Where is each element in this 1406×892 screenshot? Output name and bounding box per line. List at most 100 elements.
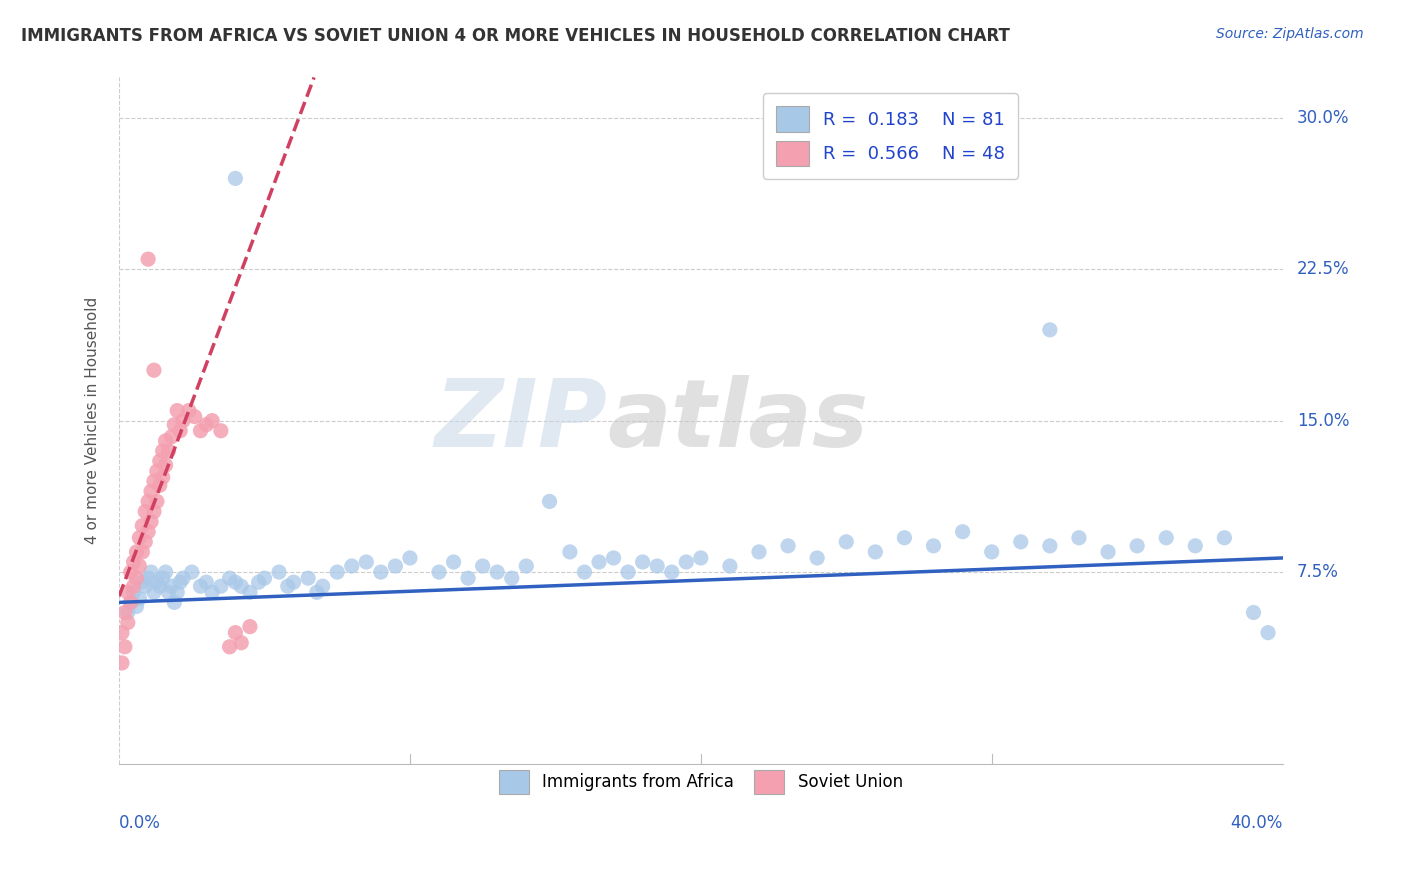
Point bbox=[574, 565, 596, 579]
Point bbox=[617, 565, 640, 579]
Point bbox=[142, 475, 165, 489]
Point bbox=[122, 555, 145, 569]
Point bbox=[152, 571, 174, 585]
Point bbox=[169, 424, 191, 438]
Point bbox=[224, 171, 246, 186]
Point bbox=[486, 565, 509, 579]
Point bbox=[163, 595, 186, 609]
Legend: Immigrants from Africa, Soviet Union: Immigrants from Africa, Soviet Union bbox=[489, 760, 912, 804]
Point bbox=[180, 565, 202, 579]
Point bbox=[152, 444, 174, 458]
Point bbox=[149, 478, 172, 492]
Point bbox=[370, 565, 392, 579]
Point bbox=[218, 640, 240, 654]
Point bbox=[142, 585, 165, 599]
Text: 15.0%: 15.0% bbox=[1298, 412, 1350, 430]
Point bbox=[131, 518, 153, 533]
Point bbox=[190, 424, 212, 438]
Point bbox=[152, 470, 174, 484]
Point bbox=[1039, 323, 1062, 337]
Point bbox=[120, 595, 142, 609]
Point bbox=[631, 555, 654, 569]
Point bbox=[125, 545, 148, 559]
Point bbox=[1126, 539, 1149, 553]
Point bbox=[166, 403, 188, 417]
Point bbox=[146, 575, 169, 590]
Point bbox=[661, 565, 683, 579]
Point bbox=[122, 585, 145, 599]
Point bbox=[120, 595, 142, 609]
Point bbox=[149, 454, 172, 468]
Point bbox=[125, 599, 148, 614]
Point bbox=[515, 559, 537, 574]
Point bbox=[134, 504, 156, 518]
Point bbox=[201, 414, 224, 428]
Point bbox=[231, 579, 253, 593]
Point bbox=[134, 579, 156, 593]
Point bbox=[166, 585, 188, 599]
Point bbox=[136, 494, 159, 508]
Point bbox=[806, 551, 828, 566]
Point bbox=[239, 585, 262, 599]
Point bbox=[865, 545, 887, 559]
Point bbox=[471, 559, 494, 574]
Point bbox=[427, 565, 450, 579]
Point bbox=[146, 494, 169, 508]
Point bbox=[538, 494, 561, 508]
Point bbox=[209, 579, 232, 593]
Point bbox=[122, 579, 145, 593]
Point bbox=[136, 571, 159, 585]
Point bbox=[120, 565, 142, 579]
Point bbox=[128, 531, 150, 545]
Text: IMMIGRANTS FROM AFRICA VS SOVIET UNION 4 OR MORE VEHICLES IN HOUSEHOLD CORRELATI: IMMIGRANTS FROM AFRICA VS SOVIET UNION 4… bbox=[21, 27, 1010, 45]
Point bbox=[117, 606, 139, 620]
Point bbox=[748, 545, 770, 559]
Point bbox=[326, 565, 349, 579]
Point bbox=[139, 515, 162, 529]
Point bbox=[457, 571, 479, 585]
Point bbox=[169, 575, 191, 590]
Point bbox=[128, 591, 150, 606]
Point bbox=[1039, 539, 1062, 553]
Point bbox=[190, 579, 212, 593]
Point bbox=[224, 625, 246, 640]
Point bbox=[297, 571, 319, 585]
Point bbox=[675, 555, 697, 569]
Point bbox=[952, 524, 974, 539]
Point bbox=[139, 565, 162, 579]
Point bbox=[209, 424, 232, 438]
Point bbox=[142, 504, 165, 518]
Point bbox=[1097, 545, 1119, 559]
Point bbox=[157, 444, 180, 458]
Text: Source: ZipAtlas.com: Source: ZipAtlas.com bbox=[1216, 27, 1364, 41]
Point bbox=[283, 575, 305, 590]
Point bbox=[501, 571, 523, 585]
Point bbox=[131, 545, 153, 559]
Point bbox=[142, 363, 165, 377]
Text: atlas: atlas bbox=[607, 375, 869, 467]
Point bbox=[201, 585, 224, 599]
Point bbox=[893, 531, 915, 545]
Point bbox=[231, 636, 253, 650]
Point bbox=[277, 579, 299, 593]
Point bbox=[305, 585, 328, 599]
Point bbox=[311, 579, 333, 593]
Point bbox=[218, 571, 240, 585]
Point bbox=[114, 640, 136, 654]
Point bbox=[1010, 534, 1032, 549]
Text: 0.0%: 0.0% bbox=[120, 814, 160, 832]
Point bbox=[645, 559, 668, 574]
Point bbox=[160, 579, 183, 593]
Point bbox=[139, 484, 162, 499]
Point bbox=[155, 458, 177, 472]
Point bbox=[183, 409, 205, 424]
Point bbox=[588, 555, 610, 569]
Point bbox=[128, 559, 150, 574]
Text: 22.5%: 22.5% bbox=[1298, 260, 1350, 278]
Point bbox=[195, 417, 218, 432]
Point bbox=[384, 559, 406, 574]
Point bbox=[340, 559, 363, 574]
Point bbox=[195, 575, 218, 590]
Point bbox=[224, 575, 246, 590]
Point bbox=[835, 534, 858, 549]
